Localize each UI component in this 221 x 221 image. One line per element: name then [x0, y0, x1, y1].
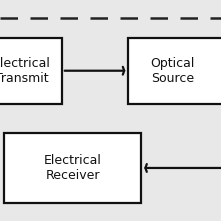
Text: Electrical
Receiver: Electrical Receiver: [44, 154, 102, 182]
Bar: [4, 133, 141, 203]
Bar: [0, 38, 62, 104]
Bar: [128, 38, 221, 104]
Text: Optical
Source: Optical Source: [150, 57, 194, 85]
Text: Electrical
Transmit: Electrical Transmit: [0, 57, 51, 85]
